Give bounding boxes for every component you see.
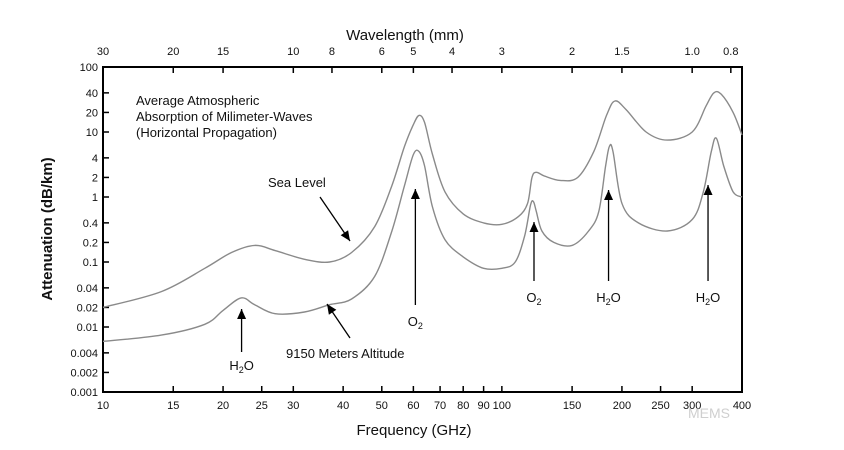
y-tick-label: 0.2 <box>83 237 98 249</box>
wavelength-tick-label: 20 <box>167 46 179 58</box>
x-tick-label: 70 <box>434 400 446 412</box>
x-tick-label: 20 <box>217 400 229 412</box>
y-tick-label: 0.001 <box>70 387 98 399</box>
y-tick-label: 0.04 <box>77 283 98 295</box>
wavelength-tick-label: 8 <box>329 46 335 58</box>
h2o-22ghz-label: H2O <box>229 358 254 375</box>
annotations: Sea Level 9150 Meters Altitude H2O O2 O2 H2O H… <box>229 175 720 375</box>
wavelength-tick-label: 2 <box>569 46 575 58</box>
x-tick-label: 200 <box>613 400 631 412</box>
bottom-axis-ticks: 10 15 20 25 30 40 50 60 70 80 90 100 150 200 250 300 400 <box>97 386 751 412</box>
y-tick-label: 40 <box>86 88 98 100</box>
wavelength-tick-label: 1.0 <box>685 46 700 58</box>
x-tick-label: 80 <box>457 400 469 412</box>
y-tick-label: 0.1 <box>83 257 98 269</box>
wavelength-tick-label: 5 <box>410 46 416 58</box>
h2o-325ghz-arrow-head <box>703 185 713 195</box>
x-tick-label: 250 <box>651 400 669 412</box>
wavelength-tick-label: 3 <box>499 46 505 58</box>
x-tick-label: 400 <box>733 400 751 412</box>
x-tick-label: 150 <box>563 400 581 412</box>
x-tick-label: 15 <box>167 400 179 412</box>
wavelength-tick-label: 0.8 <box>723 46 738 58</box>
y-tick-label: 4 <box>92 153 98 165</box>
wavelength-tick-label: 1.5 <box>614 46 629 58</box>
sea-level-label: Sea Level <box>268 175 326 190</box>
watermark-text: MEMS <box>688 405 730 421</box>
x-tick-label: 25 <box>256 400 268 412</box>
left-axis-ticks: 0.001 0.002 0.004 0.01 0.02 0.04 0.1 0.2 0.4 1 2 4 1… <box>70 62 109 399</box>
x-tick-label: 90 <box>477 400 489 412</box>
y-axis-title: Attenuation (dB/km) <box>39 157 56 300</box>
x-tick-label: 50 <box>376 400 388 412</box>
wavelength-tick-label: 4 <box>449 46 455 58</box>
y-tick-label: 100 <box>80 62 98 74</box>
y-tick-label: 0.02 <box>77 302 98 314</box>
curves <box>102 90 743 343</box>
o2-119ghz-arrow-head <box>529 222 539 232</box>
y-tick-label: 2 <box>92 172 98 184</box>
y-tick-label: 20 <box>86 107 98 119</box>
wavelength-tick-label: 6 <box>379 46 385 58</box>
h2o-22ghz-arrow-head <box>237 309 247 319</box>
altitude-label: 9150 Meters Altitude <box>286 346 405 361</box>
o2-60ghz-label: O2 <box>408 314 423 331</box>
o2-119ghz-label: O2 <box>526 290 541 307</box>
altitude-9150m-curve <box>102 137 743 343</box>
x-tick-label: 100 <box>493 400 511 412</box>
chart-title-line-3: (Horizontal Propagation) <box>136 125 277 140</box>
h2o-325ghz-label: H2O <box>696 290 721 307</box>
chart-title-line-2: Absorption of Milimeter-Waves <box>136 109 313 124</box>
y-tick-label: 0.002 <box>70 367 98 379</box>
wavelength-tick-label: 30 <box>97 46 109 58</box>
chart-title-line-1: Average Atmospheric <box>136 93 260 108</box>
top-axis-title: Wavelength (mm) <box>346 27 464 44</box>
x-tick-label: 60 <box>407 400 419 412</box>
sea-level-curve <box>102 90 743 309</box>
y-tick-label: 1 <box>92 192 98 204</box>
o2-60ghz-arrow-head <box>410 189 420 199</box>
x-axis-title: Frequency (GHz) <box>356 422 471 439</box>
y-tick-label: 0.004 <box>70 348 98 360</box>
altitude-arrow-head <box>327 304 337 315</box>
y-tick-label: 0.4 <box>83 218 98 230</box>
x-tick-label: 30 <box>287 400 299 412</box>
h2o-183ghz-label: H2O <box>596 290 621 307</box>
sea-level-arrow-head <box>340 230 350 241</box>
x-tick-label: 10 <box>97 400 109 412</box>
h2o-183ghz-arrow-head <box>604 190 614 200</box>
top-axis-ticks: 30 20 15 10 8 6 5 4 3 2 1.5 1.0 0.8 <box>97 46 738 73</box>
plot-frame <box>102 66 743 393</box>
y-tick-label: 0.01 <box>77 322 98 334</box>
wavelength-tick-label: 15 <box>217 46 229 58</box>
x-tick-label: 40 <box>337 400 349 412</box>
y-tick-label: 10 <box>86 127 98 139</box>
x-tick-label: 300 <box>683 400 701 412</box>
wavelength-tick-label: 10 <box>287 46 299 58</box>
